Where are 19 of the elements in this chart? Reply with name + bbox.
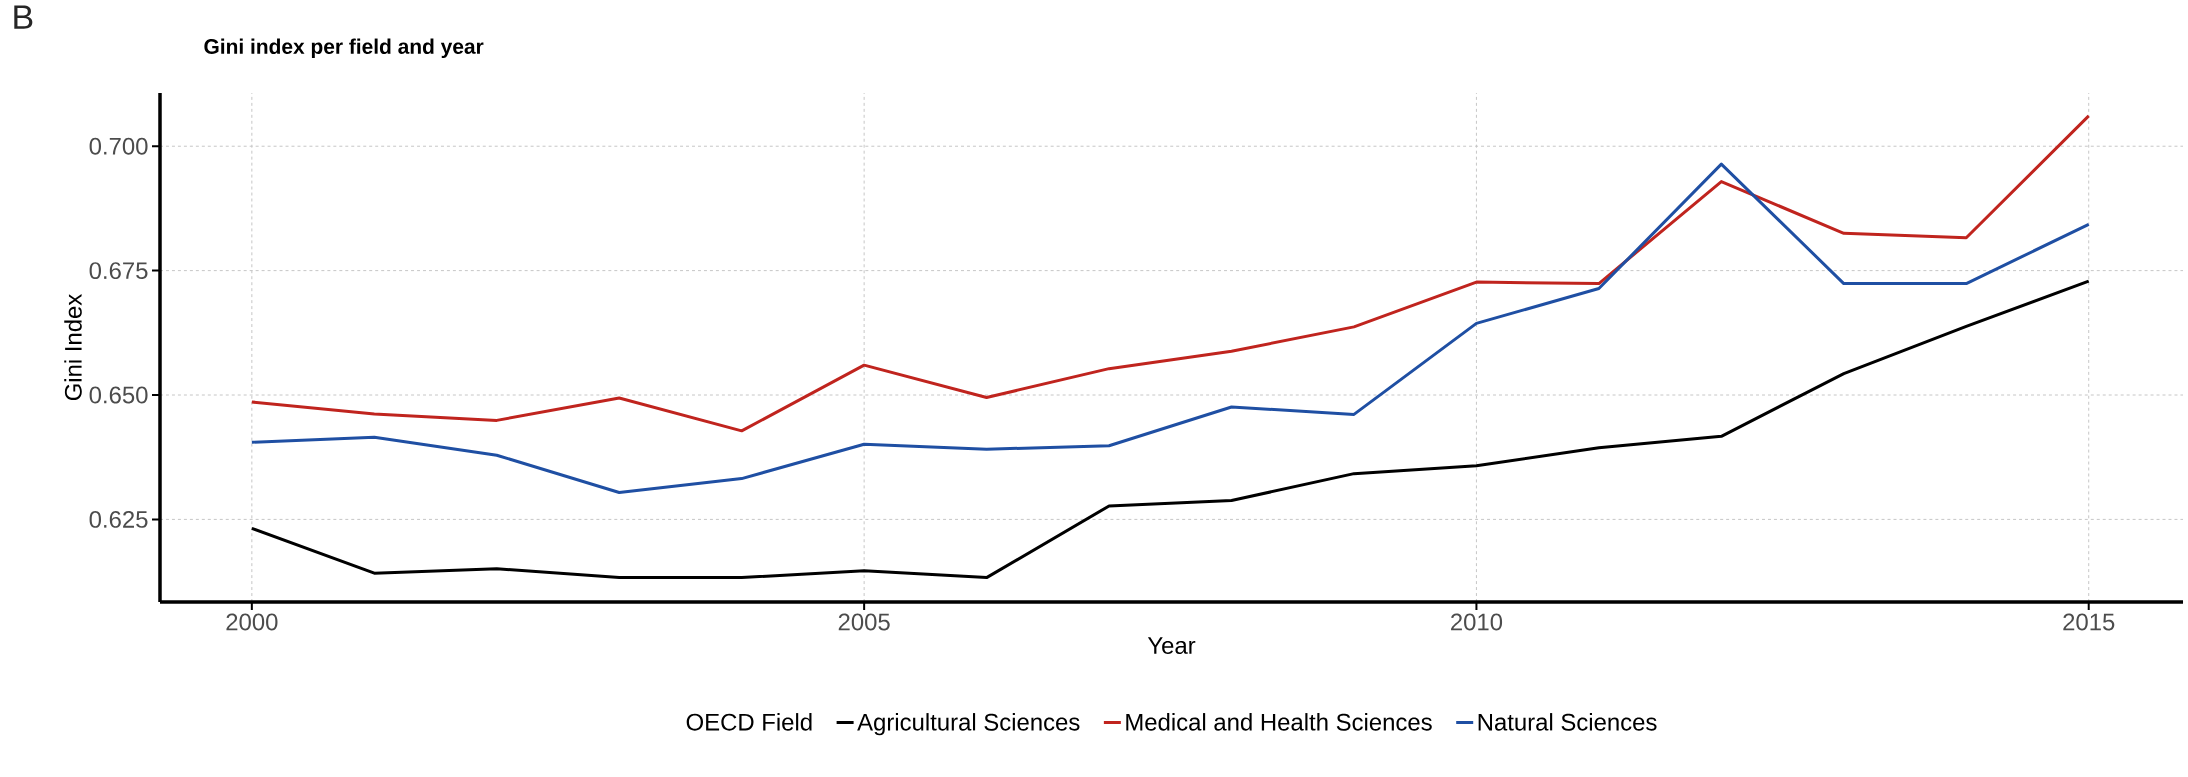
- x-tick-label: 2010: [1451, 613, 1503, 631]
- x-tick-label: 2015: [2063, 613, 2115, 631]
- y-tick-label: 0.625: [89, 510, 148, 528]
- y-tick-label: 0.675: [89, 262, 148, 280]
- x-tick-label: 2005: [838, 613, 890, 631]
- y-tick-label: 0.700: [89, 137, 148, 155]
- legend-label: Natural Sciences: [1478, 713, 1657, 731]
- legend-label: Agricultural Sciences: [857, 713, 1080, 736]
- x-axis-title: Year: [1147, 637, 1196, 654]
- y-tick-label: 0.650: [89, 386, 148, 404]
- legend-label: Medical and Health Sciences: [1126, 713, 1432, 731]
- line-series: [250, 279, 2091, 580]
- legend-title: OECD Field: [686, 713, 812, 731]
- chart-title: Gini index per field and year: [204, 38, 484, 59]
- line-series: [250, 162, 2091, 495]
- x-tick-label: 2000: [226, 613, 278, 631]
- text: B: [14, 5, 33, 29]
- y-axis-title: Gini Index: [64, 293, 82, 401]
- line-series: [250, 114, 2091, 433]
